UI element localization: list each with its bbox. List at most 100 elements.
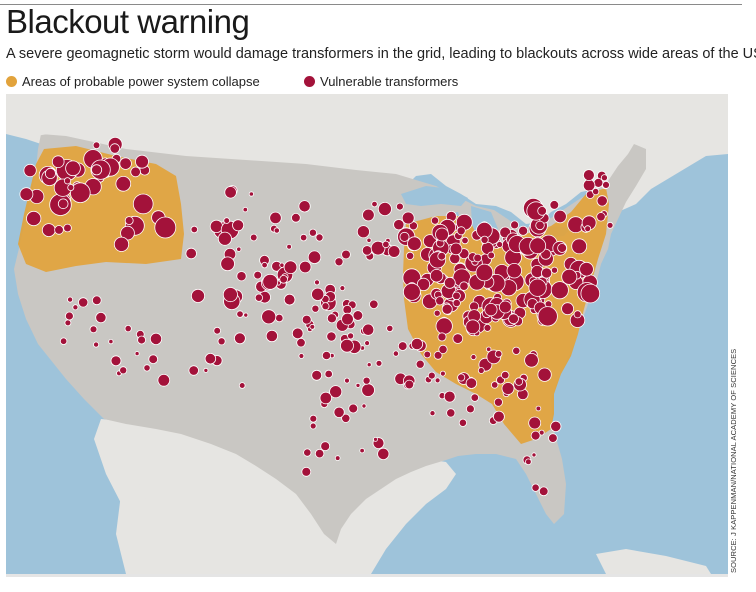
transformer-dot	[324, 369, 333, 379]
transformer-dot	[359, 447, 365, 454]
transformer-dot	[67, 296, 74, 303]
transformer-dot	[606, 221, 614, 229]
transformer-dot	[132, 193, 154, 215]
transformer-dot	[518, 225, 529, 236]
transformer-dot	[458, 418, 467, 427]
transformer-dot	[311, 304, 320, 313]
transformer-dot	[531, 452, 537, 458]
transformer-dot	[470, 354, 477, 361]
transformer-dot	[506, 262, 523, 279]
transformer-dot	[283, 293, 296, 306]
transformer-dot	[261, 309, 277, 325]
transformer-dot	[65, 160, 81, 177]
transformer-dot	[484, 303, 498, 317]
transformer-dot	[370, 240, 386, 256]
transformer-dot	[512, 346, 521, 355]
transformer-dot	[130, 166, 141, 178]
transformer-dot	[157, 373, 171, 387]
orange-swatch-icon	[6, 75, 17, 87]
transformer-dot	[373, 436, 378, 442]
transformer-dot	[279, 275, 288, 284]
transformer-dot	[452, 291, 461, 301]
transformer-dot	[375, 359, 383, 367]
transformer-dot	[269, 211, 282, 225]
transformer-dot	[113, 236, 130, 252]
lake-superior	[401, 186, 468, 206]
transformer-dot	[67, 184, 75, 192]
transformer-dot	[273, 227, 280, 234]
transformer-dot	[352, 310, 364, 321]
transformer-dot	[366, 362, 372, 368]
transformer-dot	[602, 181, 610, 189]
transformer-dot	[529, 237, 547, 255]
transformer-dot	[596, 195, 608, 207]
transformer-dot	[377, 447, 390, 460]
transformer-dot	[320, 441, 331, 452]
transformer-dot	[423, 350, 432, 359]
transformer-dot	[392, 350, 399, 357]
transformer-dot	[339, 285, 346, 292]
mexico-land	[101, 419, 456, 574]
transformer-dot	[483, 323, 492, 332]
transformer-dot	[185, 247, 197, 260]
transformer-dot	[309, 422, 317, 430]
transformer-dot	[369, 299, 379, 310]
transformer-dot	[371, 200, 378, 208]
source-credit: SOURCE: J KAPPENMAN/NATIONAL ACADEMY OF …	[729, 348, 738, 573]
transformer-dot	[63, 177, 72, 185]
transformer-dot	[19, 187, 34, 202]
transformer-dot	[401, 211, 415, 225]
transformer-dot	[361, 403, 367, 409]
transformer-dot	[487, 251, 496, 260]
transformer-dot	[149, 332, 163, 345]
transformer-dot	[213, 326, 222, 335]
transformer-dot	[134, 351, 140, 357]
transformer-dot	[465, 377, 478, 389]
transformer-dot	[456, 226, 466, 236]
legend-label-transformers: Vulnerable transformers	[320, 73, 459, 89]
transformer-dot	[530, 430, 541, 441]
transformer-dot	[477, 367, 485, 374]
transformer-dot	[561, 302, 574, 316]
transformer-dot	[494, 350, 503, 358]
transformer-dot	[340, 338, 354, 353]
transformer-dot	[387, 245, 401, 258]
transformer-dot	[222, 287, 238, 303]
transformer-dot	[361, 383, 375, 397]
transformer-dot	[429, 410, 436, 417]
transformer-dot	[430, 216, 440, 225]
legend-label-collapse: Areas of probable power system collapse	[22, 73, 260, 89]
transformer-dot	[435, 317, 453, 335]
transformer-dot	[110, 355, 122, 367]
transformer-dot	[321, 302, 330, 311]
us-map	[6, 94, 728, 574]
transformer-dot	[535, 220, 545, 231]
transformer-dot	[393, 219, 405, 231]
transformer-dot	[59, 337, 68, 345]
transformer-dot	[283, 260, 298, 275]
transformer-dot	[493, 397, 503, 407]
transformer-dot	[410, 337, 424, 351]
red-dot-swatch-icon	[304, 75, 315, 87]
transformer-dot	[119, 157, 132, 170]
transformer-dot	[311, 287, 325, 301]
transformer-dot	[279, 262, 285, 268]
map-svg	[6, 94, 728, 574]
transformer-dot	[362, 208, 375, 222]
cuba-land	[596, 549, 711, 574]
transformer-dot	[416, 277, 431, 291]
transformer-dot	[95, 312, 107, 324]
transformer-dot	[402, 282, 421, 301]
transformer-dot	[537, 306, 558, 327]
transformer-dot	[405, 251, 415, 260]
transformer-dot	[341, 249, 351, 260]
transformer-dot	[461, 236, 469, 245]
transformer-dot	[592, 188, 600, 196]
transformer-dot	[341, 312, 354, 326]
transformer-dot	[433, 350, 443, 360]
transformer-dot	[92, 295, 102, 306]
transformer-dot	[435, 227, 449, 242]
transformer-dot	[427, 371, 436, 380]
transformer-dot	[366, 237, 372, 243]
transformer-dot	[551, 266, 559, 274]
